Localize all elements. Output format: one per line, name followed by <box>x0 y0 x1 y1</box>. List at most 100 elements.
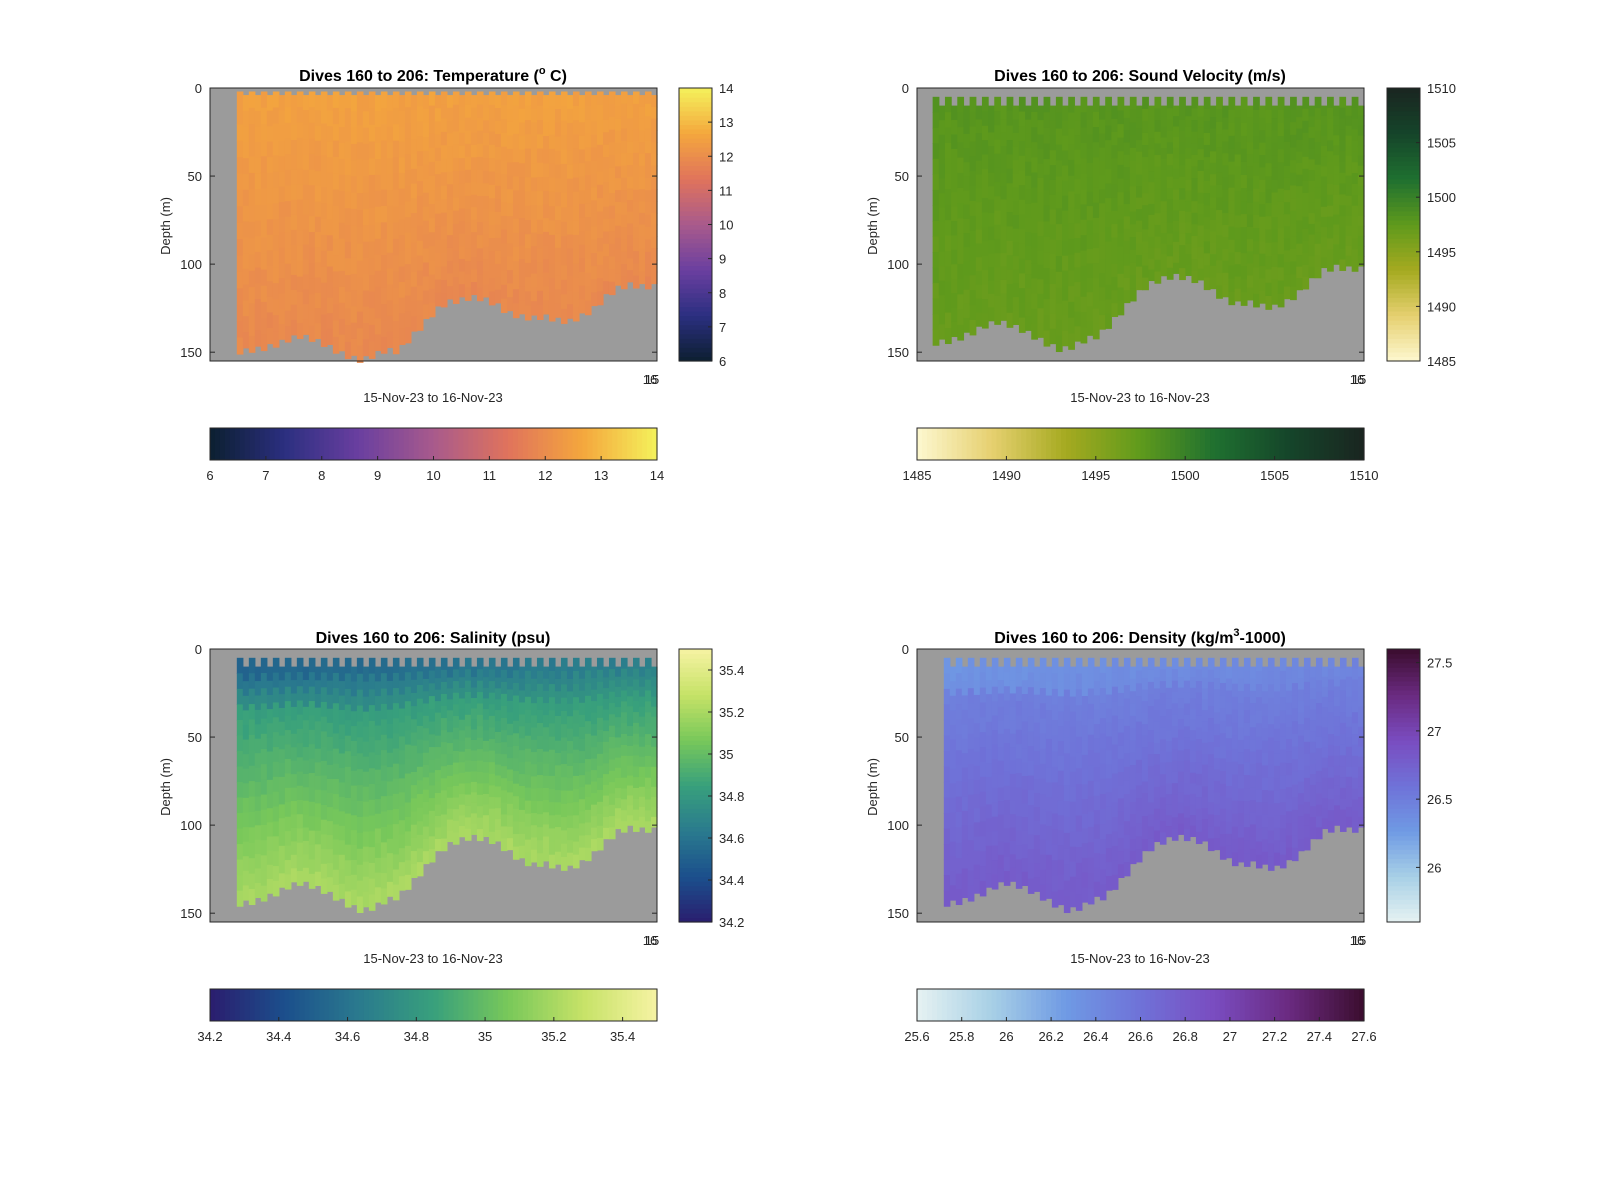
colorbar-swatch <box>1031 428 1037 460</box>
data-cell <box>991 744 999 760</box>
data-cell <box>554 827 562 840</box>
data-cell <box>979 866 987 882</box>
data-cell <box>458 145 466 159</box>
data-cell <box>524 839 532 854</box>
data-cell <box>1285 702 1293 716</box>
data-cell <box>1074 311 1082 327</box>
y-tick-label: 0 <box>195 81 202 96</box>
data-cell <box>578 690 586 704</box>
data-cell <box>961 753 969 769</box>
data-cell <box>932 112 940 129</box>
data-cell <box>967 718 975 735</box>
data-cell <box>494 753 502 766</box>
data-cell <box>1273 691 1281 705</box>
data-cell <box>422 220 430 236</box>
colorbar-swatch <box>679 767 712 773</box>
data-cell <box>404 816 412 833</box>
colorbar-swatch <box>622 428 628 460</box>
data-cell <box>1273 840 1281 854</box>
data-cell <box>290 95 298 111</box>
data-cell <box>957 324 965 341</box>
data-cell <box>512 682 520 697</box>
data-cell <box>326 680 334 696</box>
data-cell <box>488 158 496 173</box>
data-cell <box>1015 701 1023 717</box>
data-cell <box>320 187 328 204</box>
data-cell <box>1093 853 1101 869</box>
data-cell <box>494 699 502 711</box>
data-cell <box>644 190 652 204</box>
colorbar-swatch <box>1387 124 1420 130</box>
data-cell <box>554 289 562 304</box>
data-cell <box>248 91 256 109</box>
data-cell <box>1243 657 1251 672</box>
data-cell <box>1185 137 1193 149</box>
data-cell <box>1320 237 1328 248</box>
data-cell <box>932 252 940 269</box>
data-cell <box>326 250 334 268</box>
data-cell <box>380 688 388 705</box>
colorbar-swatch <box>679 88 712 94</box>
data-cell <box>1117 96 1125 112</box>
data-cell <box>1179 165 1186 178</box>
data-cell <box>254 695 262 711</box>
colorbar-swatch <box>679 265 712 271</box>
data-cell <box>1185 254 1193 266</box>
data-cell <box>572 684 580 698</box>
data-cell <box>512 708 520 722</box>
data-cell <box>1057 830 1065 846</box>
data-cell <box>386 738 394 754</box>
data-cell <box>1253 162 1260 177</box>
data-cell <box>416 834 424 850</box>
data-cell <box>626 815 634 826</box>
data-cell <box>602 281 610 295</box>
data-cell <box>981 96 989 112</box>
data-cell <box>392 206 400 224</box>
data-cell <box>584 203 592 218</box>
data-cell <box>1273 790 1281 804</box>
data-cell <box>296 871 304 886</box>
title-part: C) <box>546 68 567 85</box>
data-cell <box>1171 794 1179 807</box>
data-cell <box>506 229 514 244</box>
data-cell <box>332 140 340 158</box>
data-cell <box>638 776 646 788</box>
data-cell <box>494 237 502 252</box>
data-cell <box>1148 225 1156 238</box>
data-cell <box>1111 211 1119 225</box>
panel-sound-velocity: Dives 160 to 206: Sound Velocity (m/s) 0… <box>865 68 1456 483</box>
data-cell <box>1003 757 1011 773</box>
data-cell <box>320 657 328 674</box>
data-cell <box>1039 672 1047 689</box>
data-cell <box>518 678 526 692</box>
data-cell <box>242 870 250 887</box>
data-cell <box>1234 288 1242 302</box>
data-cell <box>422 777 430 791</box>
data-cell <box>1166 165 1174 178</box>
data-cell <box>1099 203 1106 218</box>
data-cell <box>602 132 610 146</box>
data-cell <box>1081 887 1089 903</box>
data-cell <box>338 681 346 697</box>
data-cell <box>991 845 999 861</box>
data-cell <box>626 775 634 787</box>
data-cell <box>1191 189 1199 202</box>
data-cell <box>254 220 262 237</box>
data-cell <box>506 162 514 177</box>
data-cell <box>356 243 364 262</box>
data-cell <box>651 716 658 728</box>
data-cell <box>973 808 981 823</box>
data-cell <box>290 259 298 276</box>
data-cell <box>500 826 508 840</box>
colorbar-swatch <box>562 989 569 1021</box>
data-cell <box>1099 778 1107 795</box>
data-cell <box>410 109 418 126</box>
data-cell <box>356 176 364 194</box>
data-cell <box>254 724 262 740</box>
colorbar-swatch <box>1061 428 1067 460</box>
data-cell <box>1025 161 1032 177</box>
data-cell <box>1099 315 1106 330</box>
data-cell <box>350 338 358 356</box>
data-cell <box>1141 793 1149 806</box>
data-cell <box>560 843 568 858</box>
